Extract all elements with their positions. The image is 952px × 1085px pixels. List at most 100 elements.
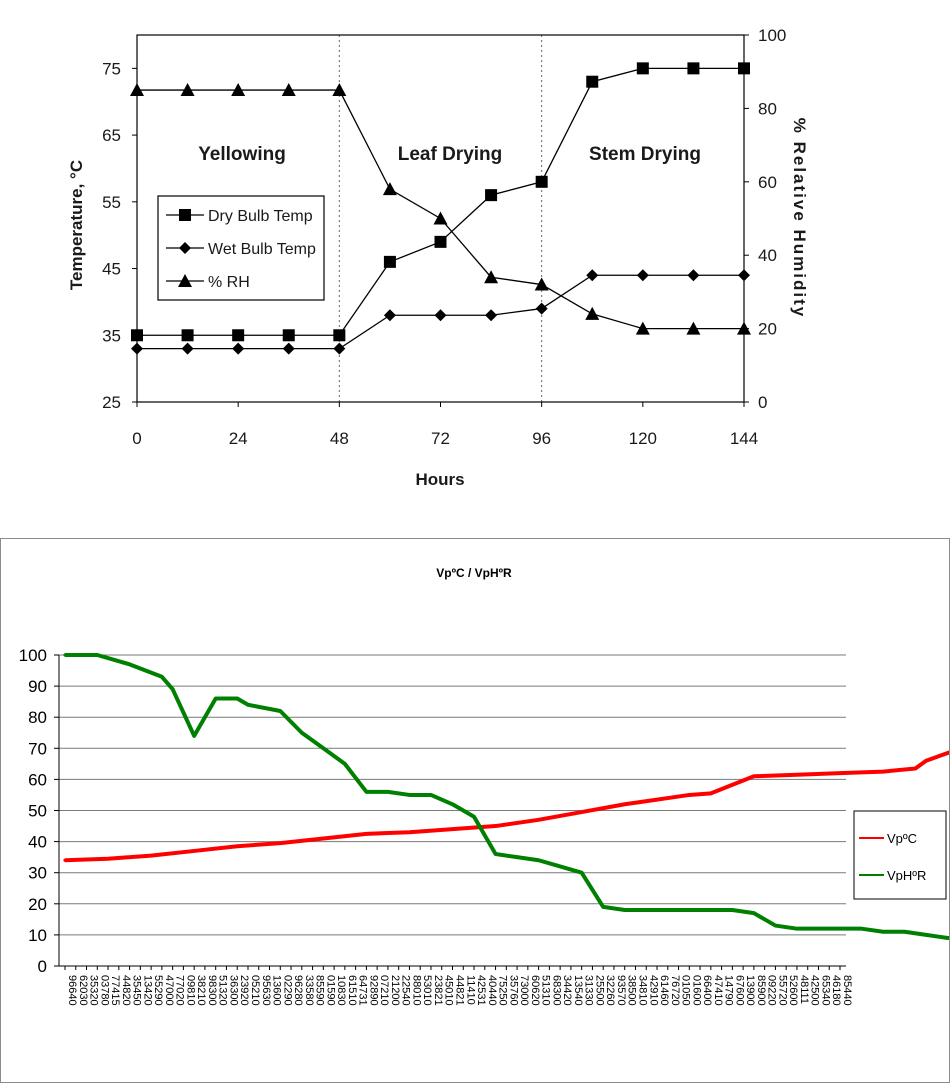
- data-point: [493, 824, 498, 828]
- x-tick-label: 67600: [733, 975, 745, 1006]
- data-point: [232, 342, 245, 355]
- data-point: [881, 930, 885, 934]
- x-tick-label: 47410: [712, 975, 724, 1006]
- y-axis-label-left: Temperature, °C: [67, 160, 86, 290]
- x-tick-label: 33580: [303, 975, 315, 1006]
- x-tick-label: 42910: [647, 975, 659, 1006]
- data-point: [450, 802, 455, 806]
- x-tick-label: 14790: [723, 975, 735, 1006]
- data-point: [246, 703, 250, 707]
- x-tick-label: 85900: [755, 975, 767, 1006]
- y-tick-label: 30: [28, 864, 47, 883]
- y-tick-label: 50: [28, 802, 47, 821]
- x-tick-label: 01600: [690, 975, 702, 1006]
- data-point: [343, 762, 347, 766]
- x-tick-label: 85440: [841, 975, 853, 1006]
- x-tick-label: 88010: [410, 975, 422, 1006]
- x-tick-label: 13420: [141, 975, 153, 1006]
- x-tick-label: 96640: [66, 975, 78, 1006]
- y-tick-label-right: 0: [758, 393, 767, 412]
- data-point: [63, 653, 67, 657]
- chart1-axes-layer: 0 24 48 72 96 120 144 25 35 45 55 65 75 0 20 40 60 80 100: [102, 26, 786, 448]
- data-point: [644, 908, 648, 912]
- data-point: [484, 270, 499, 284]
- data-point: [535, 175, 548, 188]
- chart2-legend: VpºC VpHºR: [853, 810, 947, 900]
- x-tick-label: 22540: [400, 975, 412, 1006]
- data-point: [558, 864, 562, 869]
- data-point: [160, 675, 164, 679]
- data-point: [586, 75, 599, 88]
- data-point: [635, 321, 650, 335]
- x-tick-label: 03780: [98, 975, 110, 1006]
- data-point: [95, 653, 99, 657]
- data-point: [730, 908, 734, 912]
- x-tick-label: 42531: [475, 975, 487, 1006]
- data-point: [407, 793, 412, 797]
- x-tick-label: 11410: [464, 975, 476, 1005]
- data-point: [333, 342, 346, 355]
- x-tick-label: 13540: [572, 975, 584, 1006]
- data-point: [935, 934, 939, 939]
- series-line-1: [65, 653, 949, 941]
- data-point: [485, 309, 498, 322]
- data-point: [433, 211, 448, 225]
- data-point: [709, 791, 713, 795]
- y-tick-label: 40: [28, 833, 47, 852]
- data-point: [281, 83, 296, 97]
- data-point: [623, 802, 627, 806]
- legend-items: VpºC VpHºR: [859, 831, 926, 883]
- data-point: [278, 709, 282, 713]
- data-point: [278, 841, 282, 845]
- x-tick-label: 25500: [593, 975, 605, 1006]
- chart2-title: VpºC / VpHºR: [436, 566, 512, 580]
- x-tick-label: 24: [229, 429, 248, 448]
- data-point: [450, 827, 455, 831]
- data-point: [580, 810, 584, 814]
- data-point: [231, 83, 246, 97]
- data-point: [687, 908, 691, 912]
- y-tick-label-right: 20: [758, 320, 777, 339]
- x-tick-label: 55720: [776, 975, 788, 1006]
- legend-label: Wet Bulb Temp: [208, 241, 316, 258]
- y-tick-label-left: 35: [102, 326, 121, 345]
- x-tick-label: 77415: [109, 975, 121, 1006]
- data-point: [171, 687, 175, 691]
- x-tick-label: 98300: [206, 975, 218, 1006]
- x-tick-label: 64731: [357, 975, 369, 1006]
- data-point: [485, 189, 498, 202]
- data-point: [666, 908, 670, 912]
- y-tick-label-left: 25: [102, 393, 121, 412]
- x-tick-label: 46180: [830, 975, 842, 1006]
- x-tick-label: 48: [330, 429, 349, 448]
- data-point: [946, 936, 949, 940]
- data-point: [106, 857, 110, 861]
- x-tick-label: 34810: [636, 975, 648, 1006]
- chart1-legend: Dry Bulb Temp Wet Bulb Temp % RH: [157, 195, 325, 301]
- data-point: [383, 255, 396, 268]
- chart2-axes-layer: 0 10 20 30 40 50 60 70 80 90 100 966406203035320037…: [19, 646, 853, 1006]
- x-tick-label: 48111: [798, 975, 810, 1004]
- data-point: [382, 182, 397, 196]
- data-point: [332, 83, 347, 97]
- data-point: [924, 933, 928, 937]
- data-point: [180, 83, 195, 97]
- x-tick-label: 35760: [507, 975, 519, 1006]
- data-point: [321, 836, 325, 841]
- data-point: [232, 329, 245, 342]
- y-tick-label-right: 40: [758, 246, 777, 265]
- data-point: [838, 927, 842, 931]
- data-point: [752, 774, 756, 778]
- data-point: [601, 905, 605, 909]
- data-point: [537, 858, 541, 862]
- legend-label: % RH: [208, 274, 250, 291]
- y-tick-label-right: 60: [758, 173, 777, 192]
- data-point: [687, 62, 700, 75]
- data-point: [321, 746, 325, 750]
- x-tick-label: 40440: [486, 975, 498, 1006]
- data-point: [585, 306, 600, 320]
- x-tick-label: 68300: [550, 975, 562, 1006]
- data-point: [235, 696, 239, 701]
- data-point: [407, 830, 412, 834]
- x-tick-label: 96280: [292, 975, 304, 1006]
